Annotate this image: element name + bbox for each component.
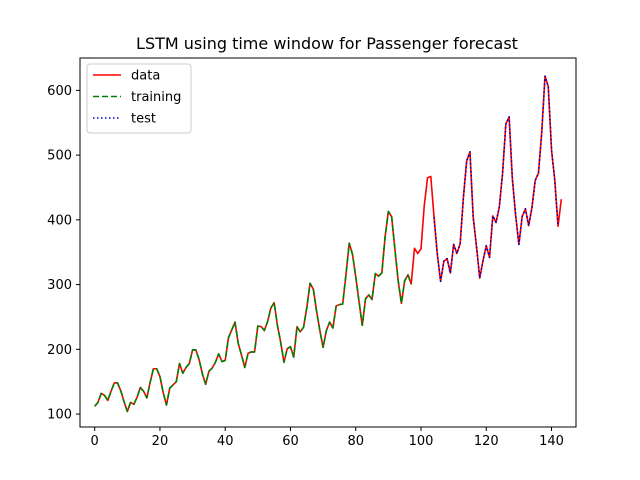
x-tick-label: 40 (217, 434, 234, 449)
legend-label-data: data (131, 69, 160, 84)
chart-title: LSTM using time window for Passenger for… (136, 34, 518, 53)
legend: data training test (86, 63, 192, 134)
x-tick-label: 140 (539, 434, 564, 449)
legend-label-test: test (131, 112, 156, 127)
x-tick-label: 60 (282, 434, 299, 449)
y-tick-label: 200 (47, 343, 72, 358)
series-line-test (433, 75, 559, 283)
series-line-training (94, 210, 412, 413)
plot-area-frame (79, 57, 577, 428)
x-tick-label: 100 (409, 434, 434, 449)
y-tick-label: 100 (47, 408, 72, 423)
y-tick-label: 300 (47, 278, 72, 293)
legend-box (86, 63, 192, 134)
x-tick-label: 0 (91, 434, 99, 449)
x-axis: 0 20 40 60 80 100 120 140 (91, 427, 564, 449)
x-tick-label: 80 (347, 434, 364, 449)
series-layer (94, 75, 563, 413)
y-tick-label: 400 (47, 213, 72, 228)
y-tick-label: 500 (47, 149, 72, 164)
x-tick-label: 20 (152, 434, 169, 449)
legend-label-training: training (131, 90, 181, 105)
y-tick-label: 600 (47, 84, 72, 99)
x-tick-label: 120 (474, 434, 499, 449)
y-axis: 100 200 300 400 500 600 (47, 84, 80, 423)
